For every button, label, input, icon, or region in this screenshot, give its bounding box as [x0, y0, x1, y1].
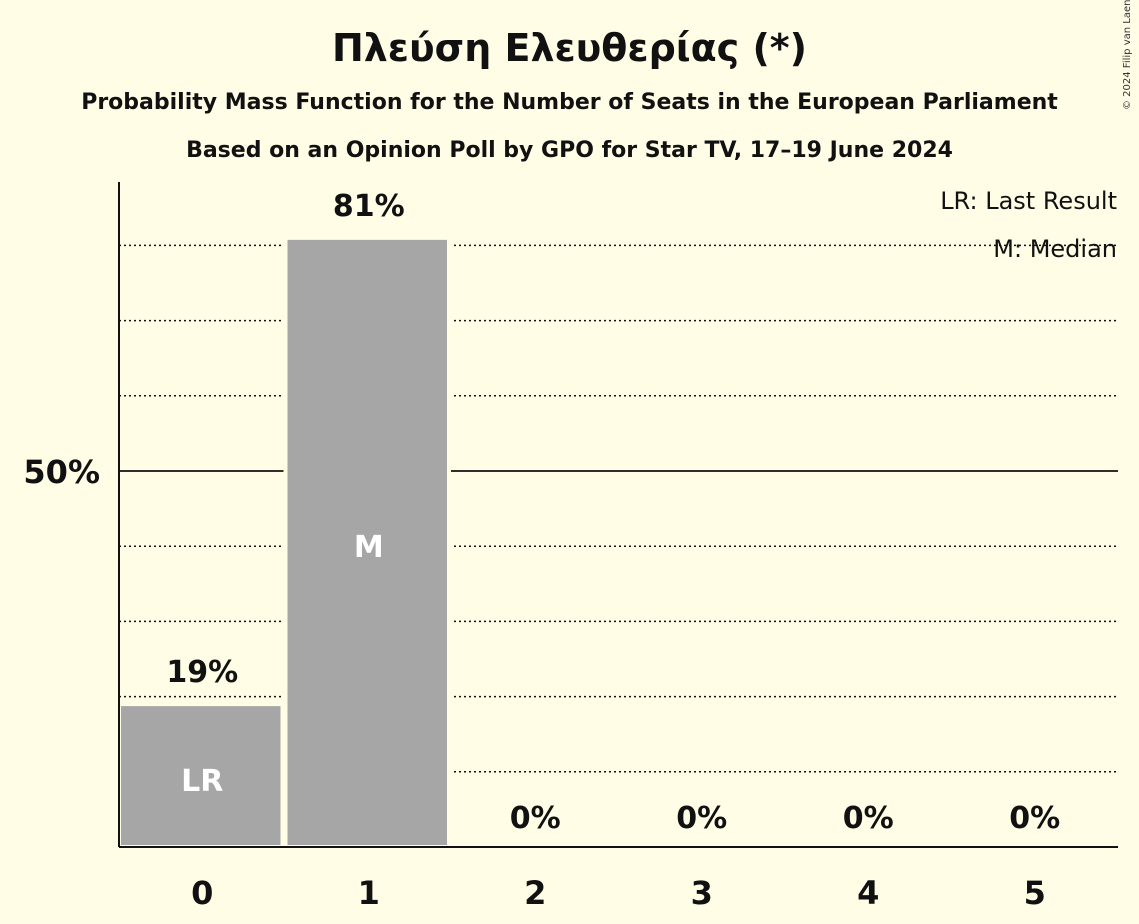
bar-1 [283, 235, 451, 849]
x-tick-label-5: 5 [1024, 874, 1046, 912]
gridlines [119, 244, 1118, 773]
x-tick-label-0: 0 [191, 874, 213, 912]
chart-source: Based on an Opinion Poll by GPO for Star… [186, 138, 953, 163]
x-tick-label-4: 4 [857, 874, 879, 912]
y-tick-label-50: 50% [23, 453, 100, 491]
x-tick-label-2: 2 [524, 874, 546, 912]
x-tick-label-3: 3 [691, 874, 713, 912]
labels: 19% LR 0 81% M 1 0% 2 0% 3 0% 4 0% 5 50% [23, 189, 1060, 912]
bar-marker-m: M [354, 530, 384, 565]
axes [118, 182, 1118, 848]
value-label-3: 0% [676, 801, 727, 836]
value-label-2: 0% [510, 801, 561, 836]
legend-median: M: Median [993, 235, 1117, 263]
chart-title: Πλεύση Ελευθερίας (*) [331, 26, 808, 70]
value-label-0: 19% [166, 655, 238, 690]
bar-marker-lr: LR [181, 764, 223, 799]
value-label-1: 81% [333, 189, 405, 224]
x-tick-label-1: 1 [358, 874, 380, 912]
value-label-5: 0% [1009, 801, 1060, 836]
bars [117, 235, 451, 849]
legend-last-result: LR: Last Result [940, 187, 1117, 215]
chart-subtitle: Probability Mass Function for the Number… [81, 90, 1058, 115]
value-label-4: 0% [843, 801, 894, 836]
